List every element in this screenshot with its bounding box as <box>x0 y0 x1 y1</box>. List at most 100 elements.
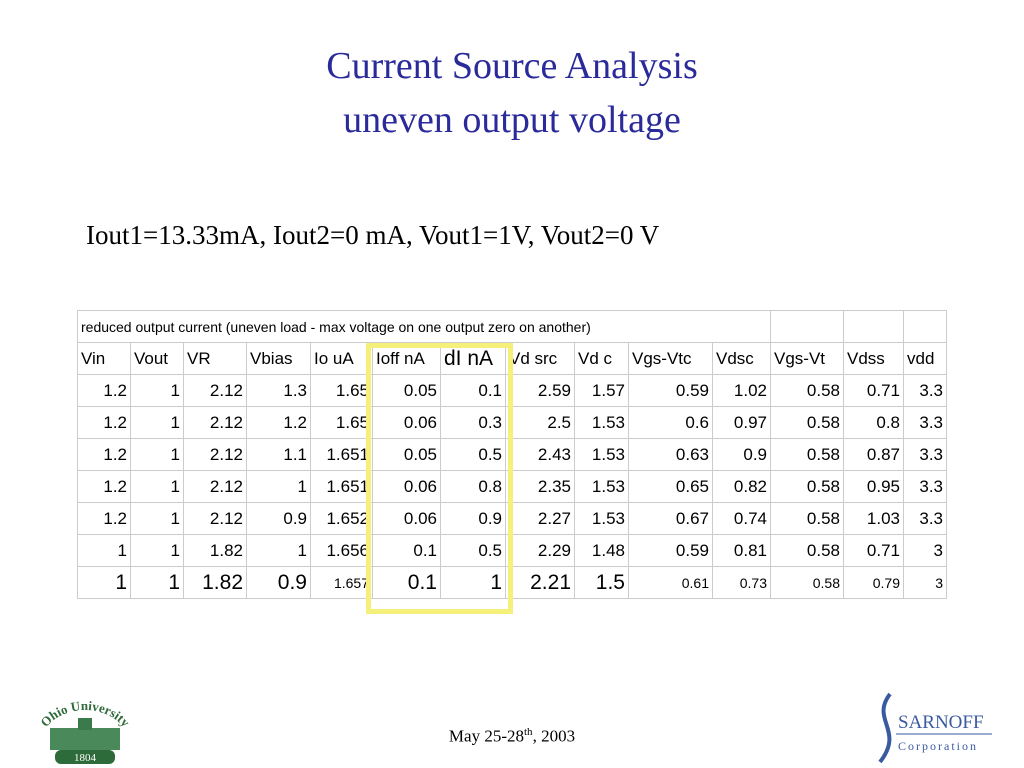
table-cell: 0.73 <box>712 566 771 599</box>
table-cell: 2.29 <box>505 534 575 567</box>
title: Current Source Analysis <box>326 45 698 87</box>
table-cell: 0.74 <box>712 502 771 535</box>
table-cell: Vdss <box>843 342 904 375</box>
table-cell: 1.2 <box>77 502 131 535</box>
table-cell: 1 <box>130 406 184 439</box>
table-cell: 0.81 <box>712 534 771 567</box>
table-cell: 0.97 <box>712 406 771 439</box>
table-cell: vdd <box>903 342 947 375</box>
table-cell: 1.03 <box>843 502 904 535</box>
table-cell: 1.82 <box>183 534 247 567</box>
table-cell: 1.652 <box>310 502 373 535</box>
table-cell: 2.35 <box>505 470 575 503</box>
table-cell: 1.65 <box>310 406 373 439</box>
table-cell: 0.58 <box>770 534 844 567</box>
table-cell: reduced output current (uneven load - ma… <box>77 310 771 343</box>
table-cell: 1 <box>130 566 184 599</box>
table-cell: 0.58 <box>770 470 844 503</box>
table-cell: Vdsc <box>712 342 771 375</box>
ohio-logo: Ohio University 1804 <box>37 700 133 764</box>
table-cell: 1.48 <box>574 534 629 567</box>
table-cell: 3.3 <box>903 374 947 407</box>
table-cell: 1.2 <box>77 406 131 439</box>
table-cell: 1.2 <box>77 438 131 471</box>
table-cell: 3.3 <box>903 470 947 503</box>
table-cell: 0.58 <box>770 566 844 599</box>
table-cell: 1 <box>130 438 184 471</box>
title: uneven output voltage <box>343 99 681 141</box>
table-cell: 1.65 <box>310 374 373 407</box>
table-cell: 1.1 <box>246 438 311 471</box>
logo-text: SARNOFF <box>898 712 984 733</box>
table-cell: 1 <box>77 566 131 599</box>
table-cell: 3.3 <box>903 406 947 439</box>
table-cell: 0.8 <box>843 406 904 439</box>
table-cell: 3 <box>903 534 947 567</box>
table-cell: 3.3 <box>903 438 947 471</box>
table-cell: Vd src <box>505 342 575 375</box>
table-cell: 0.71 <box>843 534 904 567</box>
table-cell: 1.53 <box>574 470 629 503</box>
table-cell: 2.12 <box>183 438 247 471</box>
table-cell: 1 <box>130 502 184 535</box>
table-cell: Vd c <box>574 342 629 375</box>
table-cell: 0.9 <box>712 438 771 471</box>
table-cell: 1 <box>246 470 311 503</box>
table-cell <box>770 310 844 343</box>
table-cell: 1.3 <box>246 374 311 407</box>
table-cell <box>843 310 904 343</box>
logo-text: Corporation <box>898 739 978 753</box>
table-cell: Vbias <box>246 342 311 375</box>
table-cell: 0.59 <box>628 534 713 567</box>
table-cell: 0.61 <box>628 566 713 599</box>
table-cell: 0.9 <box>246 502 311 535</box>
table-cell: 0.82 <box>712 470 771 503</box>
table-cell: 0.65 <box>628 470 713 503</box>
table-cell: 0.58 <box>770 502 844 535</box>
table-cell: 1.57 <box>574 374 629 407</box>
sarnoff-logo: SARNOFF Corporation <box>878 692 992 764</box>
text: th <box>524 726 533 738</box>
table-cell: 1 <box>77 534 131 567</box>
table-cell: 0.6 <box>628 406 713 439</box>
subtitle: Iout1=13.33mA, Iout2=0 mA, Vout1=1V, Vou… <box>86 220 660 250</box>
table-cell: 1.651 <box>310 438 373 471</box>
table-cell: 1.82 <box>183 566 247 599</box>
table-cell: Vgs-Vtc <box>628 342 713 375</box>
table-cell: 0.95 <box>843 470 904 503</box>
table-cell: 0.67 <box>628 502 713 535</box>
table-cell: 2.12 <box>183 374 247 407</box>
table-cell: 2.12 <box>183 502 247 535</box>
table-cell: 1.53 <box>574 502 629 535</box>
table-cell: 1 <box>130 470 184 503</box>
logo-text: 1804 <box>74 752 97 764</box>
table-cell: 0.79 <box>843 566 904 599</box>
table-cell: 1.53 <box>574 438 629 471</box>
table-cell: Vin <box>77 342 131 375</box>
table-cell: 0.58 <box>770 406 844 439</box>
table-cell <box>903 310 947 343</box>
table-cell: 2.43 <box>505 438 575 471</box>
table-cell: Vout <box>130 342 184 375</box>
table-cell: 1.53 <box>574 406 629 439</box>
table-cell: 1 <box>130 534 184 567</box>
table-cell: 1.2 <box>77 374 131 407</box>
table-cell: 0.58 <box>770 374 844 407</box>
table-cell: 1.02 <box>712 374 771 407</box>
table-cell: Io uA <box>310 342 373 375</box>
table-cell: 0.87 <box>843 438 904 471</box>
table-cell: 0.58 <box>770 438 844 471</box>
table-cell: Vgs-Vt <box>770 342 844 375</box>
table-cell: 2.21 <box>505 566 575 599</box>
table-cell: 1.2 <box>77 470 131 503</box>
table-cell: 1.651 <box>310 470 373 503</box>
table-cell: 1 <box>130 374 184 407</box>
table-cell: 2.12 <box>183 406 247 439</box>
table-cell: 1.657 <box>310 566 373 599</box>
footer-date: May 25-28th, 2003 <box>0 726 1024 747</box>
table-cell: 1.2 <box>246 406 311 439</box>
text: , 2003 <box>532 726 576 746</box>
table-cell: 1.5 <box>574 566 629 599</box>
table-cell: 1.656 <box>310 534 373 567</box>
